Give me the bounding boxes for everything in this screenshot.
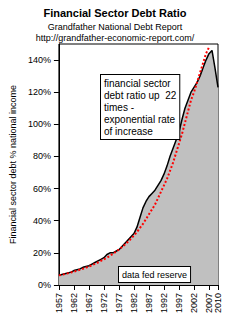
svg-text:140%: 140%: [28, 55, 51, 65]
svg-text:1997: 1997: [174, 293, 184, 313]
svg-text:2007: 2007: [204, 293, 214, 313]
svg-text:1967: 1967: [84, 293, 94, 313]
svg-text:times -: times -: [104, 102, 134, 113]
svg-text:1982: 1982: [129, 293, 139, 313]
svg-text:2002: 2002: [189, 293, 199, 313]
svg-text:80%: 80%: [33, 151, 51, 161]
svg-text:Grandfather National Debt Repo: Grandfather National Debt Report: [48, 22, 183, 32]
svg-text:1972: 1972: [99, 293, 109, 313]
svg-text:1962: 1962: [69, 293, 79, 313]
svg-text:40%: 40%: [33, 216, 51, 226]
svg-text:0%: 0%: [38, 280, 51, 290]
svg-text:debt ratio up 22: debt ratio up 22: [104, 90, 177, 101]
svg-text:http://grandfather-economic-re: http://grandfather-economic-report.com/: [36, 33, 195, 43]
svg-text:1987: 1987: [144, 293, 154, 313]
svg-text:Financial Sector Debt Ratio: Financial Sector Debt Ratio: [43, 7, 186, 19]
svg-text:1977: 1977: [114, 293, 124, 313]
svg-text:100%: 100%: [28, 119, 51, 129]
svg-text:exponential rate: exponential rate: [104, 114, 176, 125]
svg-text:2010: 2010: [213, 293, 223, 313]
svg-text:60%: 60%: [33, 184, 51, 194]
svg-text:120%: 120%: [28, 87, 51, 97]
svg-text:financial sector: financial sector: [104, 78, 171, 89]
svg-text:1957: 1957: [54, 293, 64, 313]
svg-text:20%: 20%: [33, 248, 51, 258]
svg-text:Financial sector debt % nation: Financial sector debt % national income: [8, 85, 18, 244]
svg-text:of increase: of increase: [104, 126, 153, 137]
svg-text:1992: 1992: [159, 293, 169, 313]
svg-text:data fed reserve: data fed reserve: [122, 270, 187, 280]
